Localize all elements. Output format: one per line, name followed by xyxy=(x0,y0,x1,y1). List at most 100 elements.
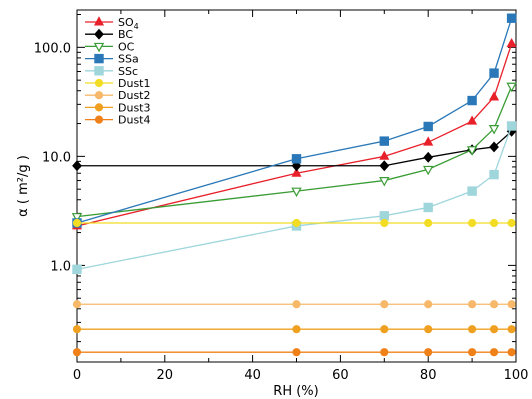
data-point-so xyxy=(467,115,478,125)
legend-label: Dust1 xyxy=(118,77,150,90)
data-point-bc xyxy=(379,160,390,172)
data-point-dust3 xyxy=(380,325,389,334)
data-point-bc xyxy=(489,141,499,153)
data-point-ssa xyxy=(506,13,517,23)
data-point-dust1 xyxy=(292,218,301,228)
plot-frame xyxy=(76,9,517,363)
legend-label: SO4 xyxy=(118,16,139,31)
legend-marker xyxy=(94,66,104,76)
data-point-so xyxy=(489,91,500,101)
data-point-oc xyxy=(466,146,478,156)
data-point-dust2 xyxy=(72,300,82,309)
x-tick-label: 40 xyxy=(244,368,261,383)
legend-label: Dust4 xyxy=(118,114,150,127)
data-point-so xyxy=(506,37,517,48)
legend-entry-oc: OC xyxy=(85,40,135,53)
legend-marker xyxy=(93,42,105,53)
series-line-so xyxy=(76,43,513,227)
legend-label: BC xyxy=(118,28,133,41)
data-point-oc xyxy=(379,177,390,187)
x-tick-label: 60 xyxy=(332,368,349,383)
x-tick-label: 0 xyxy=(73,368,81,383)
legend-label: Dust3 xyxy=(118,101,150,114)
data-point-dust1 xyxy=(72,218,82,228)
data-point-dust2 xyxy=(292,300,301,309)
legend-entry-bc: BC xyxy=(85,28,133,41)
data-point-oc xyxy=(71,213,83,223)
x-tick-label: 20 xyxy=(157,368,174,383)
data-point-ssc xyxy=(489,169,499,180)
series-layer xyxy=(71,13,517,357)
data-point-dust2 xyxy=(489,300,499,309)
data-point-dust1 xyxy=(489,218,499,228)
legend-marker xyxy=(94,115,104,124)
data-point-dust4 xyxy=(489,348,499,357)
legend-marker xyxy=(94,28,104,40)
series-line-ssc xyxy=(76,125,513,270)
data-point-so xyxy=(379,150,390,160)
x-tick-label: 80 xyxy=(420,368,437,383)
legend-entry-dust1: Dust1 xyxy=(85,77,150,90)
data-point-dust3 xyxy=(489,325,499,334)
legend-entry-so: SO4 xyxy=(85,16,139,31)
legend-entry-ssa: SSa xyxy=(85,53,139,66)
series-ssc xyxy=(72,121,517,275)
y-axis-label: α ( m²/g ) xyxy=(16,155,31,217)
data-point-dust1 xyxy=(380,218,389,228)
data-point-ssc xyxy=(467,186,477,196)
legend-marker xyxy=(94,103,104,112)
data-point-dust3 xyxy=(468,325,477,334)
legend-label-subscript: 4 xyxy=(134,22,139,31)
legend-marker xyxy=(94,91,104,100)
series-dust3 xyxy=(72,325,516,334)
data-point-dust3 xyxy=(292,325,301,334)
data-point-ssc xyxy=(72,264,82,275)
legend-label: OC xyxy=(118,40,135,53)
data-point-ssa xyxy=(291,154,302,164)
legend-entry-dust4: Dust4 xyxy=(85,114,150,127)
legend-entry-ssc: SSc xyxy=(85,65,138,78)
data-point-dust3 xyxy=(507,325,516,334)
series-so xyxy=(71,37,517,230)
data-point-dust4 xyxy=(380,348,389,357)
data-point-oc xyxy=(488,124,500,135)
series-oc xyxy=(71,82,517,223)
legend-label: SSc xyxy=(118,65,138,78)
x-axis: 0 20 40 60 80 100 xyxy=(73,10,529,383)
data-point-ssa xyxy=(423,121,433,132)
data-point-dust2 xyxy=(380,300,389,309)
data-point-dust1 xyxy=(507,218,516,228)
data-point-dust3 xyxy=(424,325,433,334)
series-dust4 xyxy=(72,348,516,357)
series-dust2 xyxy=(72,300,516,309)
data-point-dust4 xyxy=(468,348,477,357)
data-point-so xyxy=(291,167,302,177)
data-point-dust4 xyxy=(507,348,516,357)
y-tick-label: 100.0 xyxy=(34,41,71,56)
x-axis-label: RH (%) xyxy=(273,384,318,399)
data-point-bc xyxy=(423,151,434,163)
legend-label: SSa xyxy=(118,53,139,66)
data-point-ssc xyxy=(506,121,517,131)
data-point-oc xyxy=(291,187,302,198)
data-point-dust4 xyxy=(72,348,82,357)
data-point-dust2 xyxy=(468,300,477,309)
data-point-dust3 xyxy=(72,325,82,334)
data-point-oc xyxy=(422,165,434,176)
data-point-oc xyxy=(506,82,517,93)
data-point-dust4 xyxy=(424,348,433,357)
y-tick-label: 1.0 xyxy=(50,259,71,274)
data-point-bc xyxy=(72,160,82,172)
data-point-dust4 xyxy=(292,348,301,357)
x-tick-label: 100 xyxy=(504,368,529,383)
y-tick-label: 10.0 xyxy=(42,150,71,165)
legend-label: Dust2 xyxy=(118,89,150,102)
legend-marker xyxy=(94,78,104,88)
series-dust1 xyxy=(72,218,516,228)
data-point-ssc xyxy=(379,211,390,221)
data-point-ssa xyxy=(379,136,390,146)
data-point-dust1 xyxy=(468,218,477,228)
data-point-so xyxy=(423,136,434,146)
